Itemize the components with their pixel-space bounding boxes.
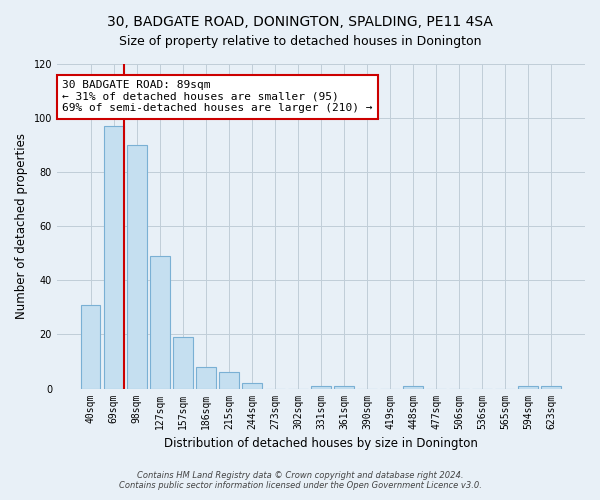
Text: Contains HM Land Registry data © Crown copyright and database right 2024.
Contai: Contains HM Land Registry data © Crown c… — [119, 470, 481, 490]
Bar — [334, 386, 354, 388]
Bar — [311, 386, 331, 388]
Bar — [127, 145, 146, 388]
Bar — [403, 386, 423, 388]
Bar — [104, 126, 124, 388]
Bar — [518, 386, 538, 388]
Bar — [150, 256, 170, 388]
Bar — [81, 304, 100, 388]
Text: Size of property relative to detached houses in Donington: Size of property relative to detached ho… — [119, 35, 481, 48]
Bar — [541, 386, 561, 388]
Text: 30, BADGATE ROAD, DONINGTON, SPALDING, PE11 4SA: 30, BADGATE ROAD, DONINGTON, SPALDING, P… — [107, 15, 493, 29]
Y-axis label: Number of detached properties: Number of detached properties — [15, 134, 28, 320]
Bar — [242, 383, 262, 388]
Bar — [196, 367, 215, 388]
Bar — [219, 372, 239, 388]
Text: 30 BADGATE ROAD: 89sqm
← 31% of detached houses are smaller (95)
69% of semi-det: 30 BADGATE ROAD: 89sqm ← 31% of detached… — [62, 80, 373, 114]
Bar — [173, 337, 193, 388]
X-axis label: Distribution of detached houses by size in Donington: Distribution of detached houses by size … — [164, 437, 478, 450]
